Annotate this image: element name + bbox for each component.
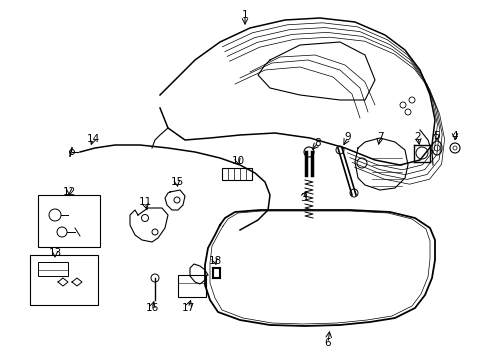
Text: 18: 18 [208, 256, 221, 266]
Bar [38, 195, 100, 247]
Text: 4: 4 [451, 131, 457, 141]
Text: 17: 17 [181, 303, 194, 313]
Ellipse shape [431, 141, 441, 155]
Text: 7: 7 [376, 132, 383, 142]
Bar [178, 275, 205, 297]
Text: 14: 14 [86, 134, 100, 144]
Bar [222, 168, 251, 180]
Text: 5: 5 [433, 131, 439, 141]
Text: 2: 2 [414, 132, 421, 142]
Circle shape [449, 143, 459, 153]
Text: 13: 13 [48, 248, 61, 258]
Text: 8: 8 [314, 138, 321, 148]
Text: 1: 1 [241, 10, 248, 20]
Text: 6: 6 [324, 338, 331, 348]
Circle shape [304, 147, 313, 157]
Circle shape [151, 274, 159, 282]
Text: 3: 3 [299, 193, 305, 203]
Text: 11: 11 [138, 197, 151, 207]
Text: 16: 16 [145, 303, 158, 313]
Text: 12: 12 [62, 187, 76, 197]
Bar [30, 255, 98, 305]
Text: 9: 9 [344, 132, 350, 142]
Bar [38, 262, 68, 276]
Text: 10: 10 [231, 156, 244, 166]
Circle shape [69, 149, 74, 154]
Text: 15: 15 [170, 177, 183, 187]
